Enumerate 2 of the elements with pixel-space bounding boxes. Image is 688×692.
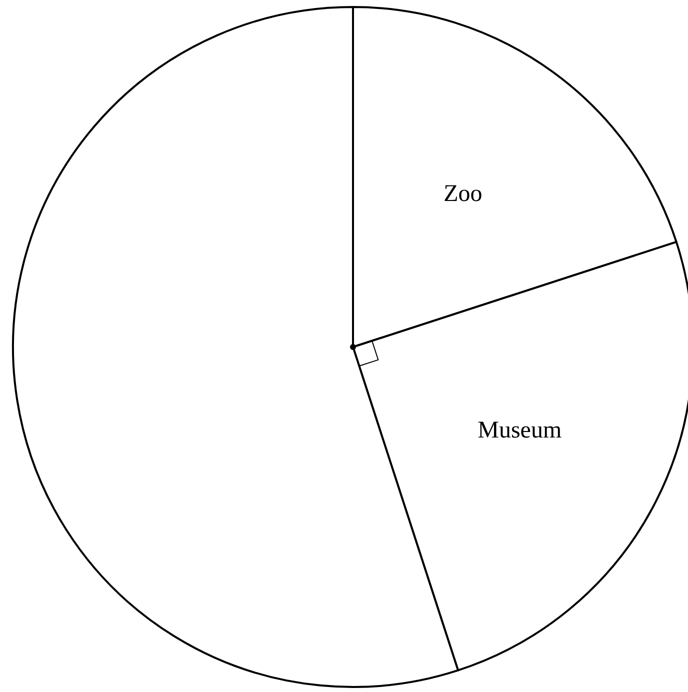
slice-label: Museum	[478, 417, 562, 444]
slice-label: Zoo	[444, 181, 482, 208]
